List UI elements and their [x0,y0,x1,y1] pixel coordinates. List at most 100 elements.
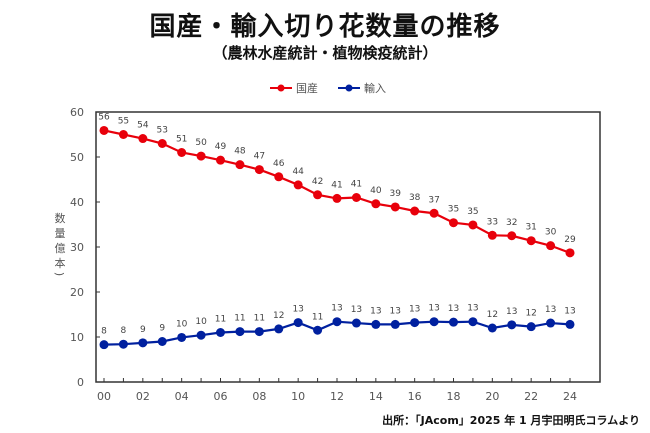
data-point [507,320,517,330]
data-label: 39 [390,189,402,199]
data-label: 9 [140,325,146,335]
source-note: 出所：「JAcom」2025 年 1 月宇田明氏コラムより [382,414,640,427]
data-point [157,337,167,346]
data-point [99,125,109,135]
y-tick-label: 0 [77,376,84,389]
y-axis-label-paren: ) [53,272,66,276]
x-tick-label: 16 [408,390,422,403]
x-tick-label: 06 [214,390,228,403]
data-label: 13 [390,306,401,316]
data-point [487,323,497,333]
data-point [274,324,284,334]
data-point [371,319,381,329]
data-point [429,208,439,218]
y-axis-label-char: 数 [55,212,66,225]
data-label: 46 [273,159,285,169]
data-label: 55 [118,117,129,127]
data-point [99,340,109,350]
x-tick-label: 08 [252,390,266,403]
data-label: 50 [195,138,207,148]
data-label: 13 [331,304,342,314]
x-tick-label: 14 [369,390,383,403]
axes: 0 10 20 30 40 50 60 00 02 04 06 08 10 12 14 16 18 20 22 24 [70,106,601,403]
y-axis-label-char: 本 [55,256,66,270]
data-label: 47 [254,152,265,162]
data-label: 51 [176,135,187,145]
data-label: 41 [351,180,362,190]
data-point [565,319,575,329]
y-tick-label: 60 [70,106,84,119]
data-point [196,151,206,161]
data-label: 44 [292,167,304,177]
y-tick-label: 30 [70,241,84,254]
data-label: 8 [121,326,127,336]
chart-subtitle: （農林水産統計・植物検疫統計） [212,44,438,62]
legend: 国産 輸入 [270,81,386,95]
data-point [216,328,225,337]
data-point [177,332,187,342]
x-tick-label: 04 [175,390,189,403]
data-point [468,220,478,230]
data-point [216,155,225,165]
data-label: 41 [331,180,342,190]
data-label: 40 [370,186,382,196]
data-label: 33 [487,217,498,227]
x-tick-label: 24 [563,390,577,403]
data-point [410,318,420,328]
data-label: 11 [234,314,245,324]
x-tick-label: 18 [447,390,461,403]
data-point [118,339,128,349]
data-labels: 56 55 54 53 51 50 49 48 47 46 44 42 41 41 40 39 38 37 35 35… [98,112,576,336]
data-label: 10 [195,317,207,327]
data-label: 32 [506,218,517,228]
data-label: 31 [525,223,536,233]
x-tick-label: 00 [97,390,111,403]
data-label: 48 [234,147,246,157]
x-tick-label: 10 [291,390,305,403]
data-point [313,190,323,200]
data-label: 11 [254,314,265,324]
y-tick-label: 40 [70,196,84,209]
data-point [351,193,361,202]
data-label: 13 [448,304,459,314]
data-label: 29 [564,235,576,245]
data-label: 13 [370,306,381,316]
data-label: 54 [137,121,149,131]
data-point [487,230,497,240]
data-label: 9 [159,324,165,334]
data-point [449,317,458,327]
data-label: 13 [292,305,303,315]
data-label: 53 [157,126,168,136]
legend-marker [277,84,285,92]
data-label: 56 [98,112,110,122]
data-label: 10 [176,319,188,329]
data-point [235,160,245,170]
data-label: 13 [545,305,556,315]
x-tick-label: 20 [485,390,499,403]
plot-frame [95,111,601,383]
data-point [526,236,536,246]
data-label: 8 [101,327,107,337]
data-label: 30 [545,228,557,238]
data-label: 38 [409,193,421,203]
legend-label: 輸入 [364,81,386,95]
data-point [157,139,167,148]
data-point [468,317,478,327]
data-point [177,148,187,157]
data-point [118,130,128,139]
y-tick-label: 20 [70,286,84,299]
y-axis-label-char: 億 [55,242,66,255]
data-label: 13 [467,304,478,314]
data-label: 42 [312,177,323,187]
data-label: 12 [525,309,536,319]
x-tick-label: 22 [524,390,538,403]
y-tick-label: 50 [70,151,84,164]
series-line-domestic [103,129,571,254]
data-label: 35 [448,205,459,215]
data-point [546,318,556,328]
data-label: 13 [428,304,439,314]
data-point [138,338,148,348]
data-point [254,327,264,337]
